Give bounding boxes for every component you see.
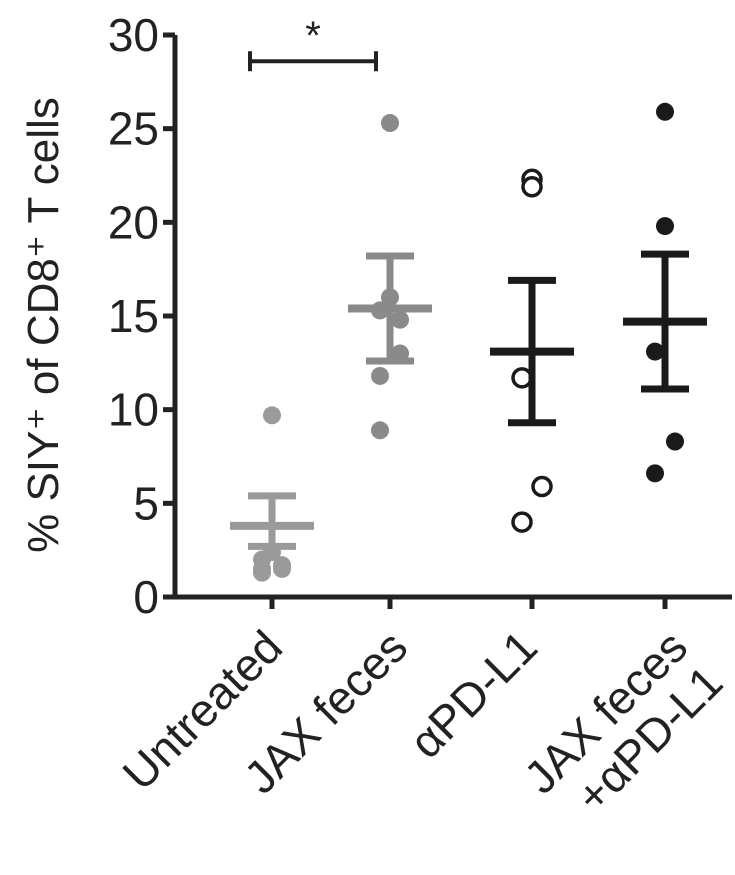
- data-point: [531, 475, 553, 498]
- y-tick-label: 0: [133, 571, 159, 623]
- category-label-line: αPD-L1: [399, 620, 547, 768]
- significance-bracket: *: [248, 14, 378, 72]
- data-point: [656, 217, 674, 236]
- data-point: [511, 367, 533, 389]
- category-group: [490, 168, 574, 533]
- category-label: αPD-L1: [399, 620, 547, 768]
- data-point: [391, 310, 409, 329]
- category-group: [230, 406, 314, 582]
- data-layer: *: [230, 14, 707, 582]
- y-tick-label: 10: [108, 384, 159, 436]
- category-group: [348, 114, 432, 440]
- data-point: [273, 559, 291, 578]
- data-point: [253, 563, 271, 582]
- category-group: [623, 102, 707, 483]
- y-axis-title: % SIY⁺ of CD8⁺ T cells: [19, 97, 68, 553]
- y-tick-label: 20: [108, 196, 159, 248]
- significance-label: *: [305, 14, 321, 58]
- data-point: [666, 432, 684, 451]
- axes: 0 5 10 15 20 25 30: [108, 9, 732, 623]
- data-point: [371, 421, 389, 440]
- y-tick-label: 25: [108, 103, 159, 155]
- data-point: [521, 175, 543, 198]
- y-tick-label: 15: [108, 290, 159, 342]
- data-point: [511, 511, 533, 533]
- y-tick-label: 5: [133, 477, 159, 529]
- data-point: [656, 102, 674, 121]
- data-point: [646, 342, 664, 361]
- data-point: [371, 366, 389, 385]
- data-point: [381, 114, 399, 133]
- data-point: [263, 406, 281, 425]
- y-tick-label: 30: [108, 9, 159, 61]
- category-label: JAX feces+αPD-L1: [514, 620, 733, 839]
- data-point: [646, 464, 664, 483]
